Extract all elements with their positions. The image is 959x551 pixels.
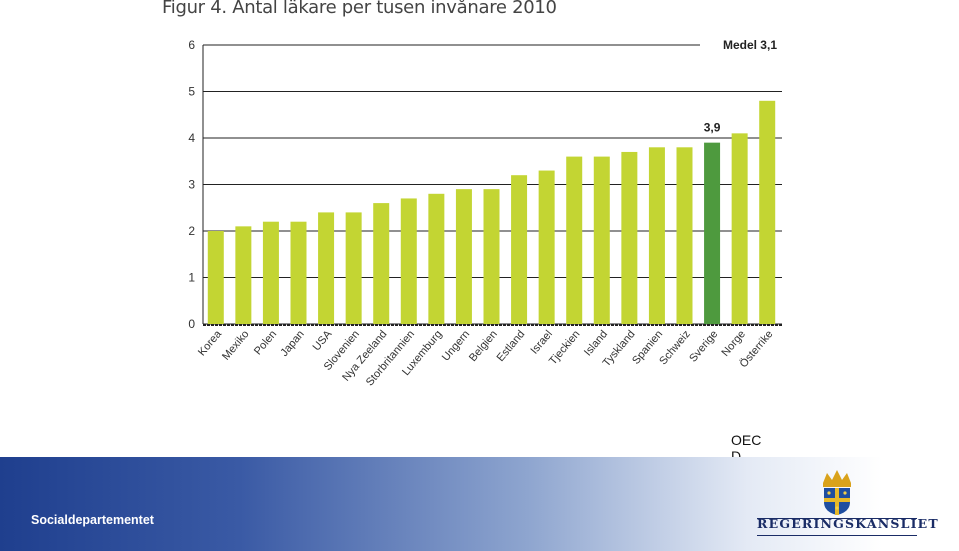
bar-spanien bbox=[648, 147, 665, 324]
bar-japan bbox=[290, 221, 307, 324]
bar-storbritannien bbox=[400, 198, 417, 324]
bar-israel bbox=[538, 170, 555, 324]
x-tick-label: Belgien bbox=[467, 328, 500, 364]
x-tick-label: USA bbox=[311, 328, 335, 354]
y-tick-label: 5 bbox=[188, 85, 195, 99]
bar-island bbox=[593, 156, 610, 324]
bars bbox=[207, 100, 776, 324]
bar-belgien bbox=[483, 189, 500, 324]
regeringskansliet-logo: REGERINGSKANSLIET bbox=[757, 467, 939, 545]
bar-tjeckien bbox=[566, 156, 583, 324]
y-tick-label: 3 bbox=[188, 178, 195, 192]
logo-text: REGERINGSKANSLIET bbox=[757, 516, 939, 531]
y-tick-label: 0 bbox=[188, 317, 195, 331]
bar-norge bbox=[731, 133, 748, 324]
y-tick-label: 6 bbox=[188, 38, 195, 52]
logo-rule-bottom bbox=[757, 535, 917, 536]
bar-sverige bbox=[704, 142, 721, 324]
bar-österrike bbox=[759, 100, 776, 324]
x-tick-label: Estland bbox=[495, 328, 528, 364]
bar-ungern bbox=[455, 189, 472, 324]
bar-tyskland bbox=[621, 151, 638, 324]
bar-estland bbox=[511, 175, 528, 324]
bar-slovenien bbox=[345, 212, 362, 324]
y-tick-label: 4 bbox=[188, 131, 195, 145]
logo-rule-top bbox=[757, 518, 917, 519]
x-tick-label: Sverige bbox=[687, 328, 720, 364]
bar-polen bbox=[262, 221, 279, 324]
department-name: Socialdepartementet bbox=[31, 513, 154, 527]
bar-nya-zeeland bbox=[373, 203, 390, 324]
mean-label: Medel 3,1 bbox=[723, 38, 777, 52]
annotations: Medel 3,1 3,9 bbox=[704, 38, 778, 135]
y-axis-ticks: 0 1 2 3 4 5 6 bbox=[188, 38, 195, 331]
x-tick-label: Japan bbox=[278, 328, 306, 359]
y-tick-label: 2 bbox=[188, 224, 195, 238]
x-tick-label: Ungern bbox=[440, 328, 472, 363]
data-label: 3,9 bbox=[704, 121, 721, 135]
bar-mexiko bbox=[235, 226, 252, 324]
y-tick-label: 1 bbox=[188, 271, 195, 285]
bar-korea bbox=[207, 231, 224, 324]
x-tick-label: Mexiko bbox=[220, 328, 252, 362]
bar-schweiz bbox=[676, 147, 693, 324]
source-label: OECD bbox=[731, 432, 762, 464]
bar-usa bbox=[318, 212, 335, 324]
x-tick-label: Polen bbox=[252, 328, 279, 357]
chart-title: Figur 4. Antal läkare per tusen invånare… bbox=[162, 0, 557, 18]
bar-luxemburg bbox=[428, 193, 445, 324]
x-tick-label: Israel bbox=[528, 328, 554, 356]
crown-emblem-icon bbox=[823, 470, 851, 515]
